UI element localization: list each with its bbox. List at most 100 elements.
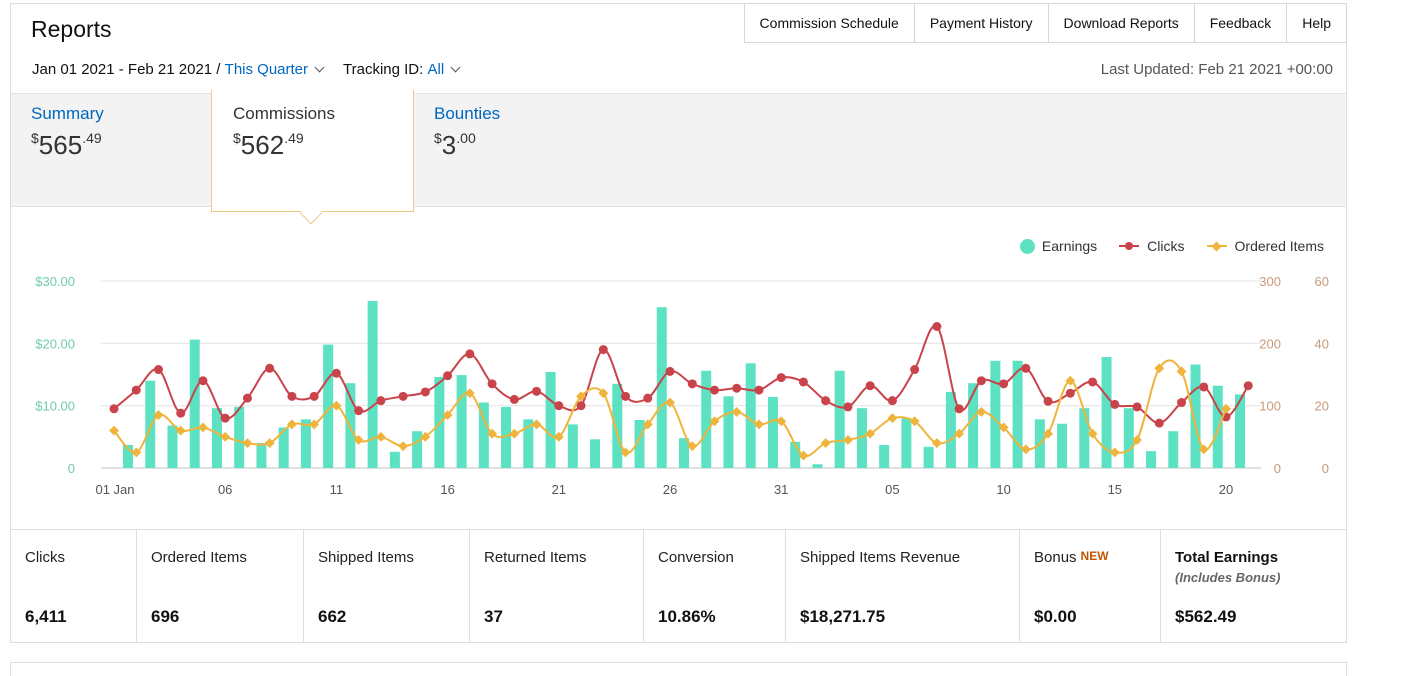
clicks-point xyxy=(509,394,519,404)
ordered-items-point xyxy=(887,413,898,424)
ordered-items-point xyxy=(798,450,809,461)
last-updated: Last Updated: Feb 21 2021 +00:00 xyxy=(1100,61,1333,78)
stat-total-earnings-label: Total Earnings (Includes Bonus) xyxy=(1175,549,1281,585)
earnings-bar xyxy=(612,383,623,468)
tab-commissions-amount: $562.49 xyxy=(233,130,304,160)
clicks-point xyxy=(732,383,742,393)
ordered-items-point xyxy=(998,422,1009,433)
clicks-point xyxy=(153,365,163,375)
clicks-point xyxy=(331,368,341,378)
feedback-link[interactable]: Feedback xyxy=(1194,3,1288,43)
clicks-point xyxy=(465,349,475,359)
stat-bonus-value: $0.00 xyxy=(1034,607,1077,626)
x-axis-tick: 01 Jan xyxy=(95,482,134,497)
x-axis-tick: 10 xyxy=(996,482,1010,497)
period-dropdown[interactable]: This Quarter xyxy=(224,61,309,78)
stat-clicks-label: Clicks xyxy=(25,549,65,566)
ordered-items-point xyxy=(754,419,764,430)
tab-commissions[interactable]: Commissions $562.49 xyxy=(233,104,335,161)
ordered-items-point xyxy=(931,438,942,449)
clicks-line xyxy=(113,324,1250,425)
x-axis-tick: 31 xyxy=(774,482,788,497)
clicks-point xyxy=(487,379,497,389)
stat-ordered-items: Ordered Items 696 xyxy=(137,530,304,643)
earnings-bar xyxy=(879,444,890,468)
ordered-items-point xyxy=(242,438,253,449)
tab-summary[interactable]: Summary $565.49 xyxy=(31,104,104,161)
stat-returned-items-value: 37 xyxy=(484,607,503,626)
earnings-chart: 0 0 0 $10.00 100 20 $20.00 200 40 $30.00 300 60 01 J… xyxy=(35,274,1329,497)
tab-bounties-amount: $3.00 xyxy=(434,130,476,160)
ordered-items-point xyxy=(976,406,987,417)
earnings-bar xyxy=(990,360,1001,468)
earnings-bar xyxy=(1012,360,1023,468)
legend-clicks[interactable]: Clicks xyxy=(1119,238,1185,254)
chevron-down-icon[interactable] xyxy=(450,62,461,73)
earnings-bar xyxy=(478,402,489,468)
y-axis-tick-left: $30.00 xyxy=(35,274,75,289)
ordered-items-point xyxy=(509,428,520,439)
ordered-items-point xyxy=(398,441,409,452)
reports-panel: Reports Commission Schedule Payment Hist… xyxy=(10,3,1347,643)
tab-bounties[interactable]: Bounties $3.00 xyxy=(434,104,500,161)
chevron-down-icon[interactable] xyxy=(314,62,325,73)
earnings-bar xyxy=(901,418,912,468)
legend-earnings[interactable]: Earnings xyxy=(1019,238,1097,254)
tab-commissions-label[interactable]: Commissions xyxy=(233,104,336,123)
clicks-point xyxy=(1043,396,1053,406)
earnings-bar xyxy=(567,424,578,468)
stat-clicks: Clicks 6,411 xyxy=(11,530,137,643)
commission-schedule-link[interactable]: Commission Schedule xyxy=(743,3,915,43)
ordered-items-point xyxy=(598,388,609,399)
earnings-bar xyxy=(1212,385,1223,468)
date-range: Jan 01 2021 - Feb 21 2021 / xyxy=(32,61,221,78)
ordered-items-line-icon xyxy=(1206,241,1227,251)
clicks-point xyxy=(798,377,808,387)
y-axis-tick-clicks: 200 xyxy=(1259,336,1281,351)
earnings-bar xyxy=(456,375,467,468)
ordered-items-point xyxy=(576,391,586,402)
clicks-point xyxy=(109,404,119,414)
earnings-bar xyxy=(389,451,400,468)
ordered-items-point xyxy=(175,425,186,436)
earnings-bar xyxy=(300,419,311,468)
tab-summary-label[interactable]: Summary xyxy=(31,104,104,123)
help-link[interactable]: Help xyxy=(1287,3,1347,43)
earnings-bar xyxy=(679,438,689,468)
earnings-bar xyxy=(1146,451,1157,468)
ordered-items-point xyxy=(553,431,564,442)
ordered-items-point xyxy=(153,410,164,420)
y-axis-tick-clicks: 300 xyxy=(1259,274,1281,289)
ordered-items-point xyxy=(842,435,853,445)
tab-bounties-label[interactable]: Bounties xyxy=(434,104,501,123)
clicks-point xyxy=(687,379,697,389)
stat-ordered-items-value: 696 xyxy=(151,607,180,626)
earnings-bar xyxy=(590,439,601,468)
tab-summary-amount: $565.49 xyxy=(31,130,102,160)
clicks-point xyxy=(176,408,186,418)
ordered-items-point xyxy=(220,431,231,442)
payment-history-link[interactable]: Payment History xyxy=(914,3,1049,43)
earnings-bar xyxy=(545,372,556,468)
ordered-items-point xyxy=(642,419,653,430)
ordered-items-point xyxy=(375,431,386,442)
ordered-items-point xyxy=(731,406,742,417)
download-reports-link[interactable]: Download Reports xyxy=(1048,3,1195,43)
earnings-bar xyxy=(1190,364,1201,468)
clicks-point xyxy=(887,396,897,406)
earnings-bar xyxy=(211,408,222,468)
page-title: Reports xyxy=(31,16,112,42)
stat-bonus-label: Bonus NEW xyxy=(1034,549,1109,566)
earnings-bar xyxy=(278,427,289,468)
earnings-bar xyxy=(634,420,645,468)
clicks-point xyxy=(1021,363,1031,373)
earnings-bar xyxy=(1079,408,1090,468)
clicks-point xyxy=(309,391,319,401)
tracking-id-dropdown[interactable]: All xyxy=(427,61,445,78)
ordered-items-point xyxy=(709,416,720,427)
clicks-point xyxy=(576,401,586,411)
earnings-bar xyxy=(1235,394,1245,468)
clicks-point xyxy=(1199,382,1209,392)
legend-ordered-items[interactable]: Ordered Items xyxy=(1206,238,1324,254)
clicks-point xyxy=(354,406,364,416)
